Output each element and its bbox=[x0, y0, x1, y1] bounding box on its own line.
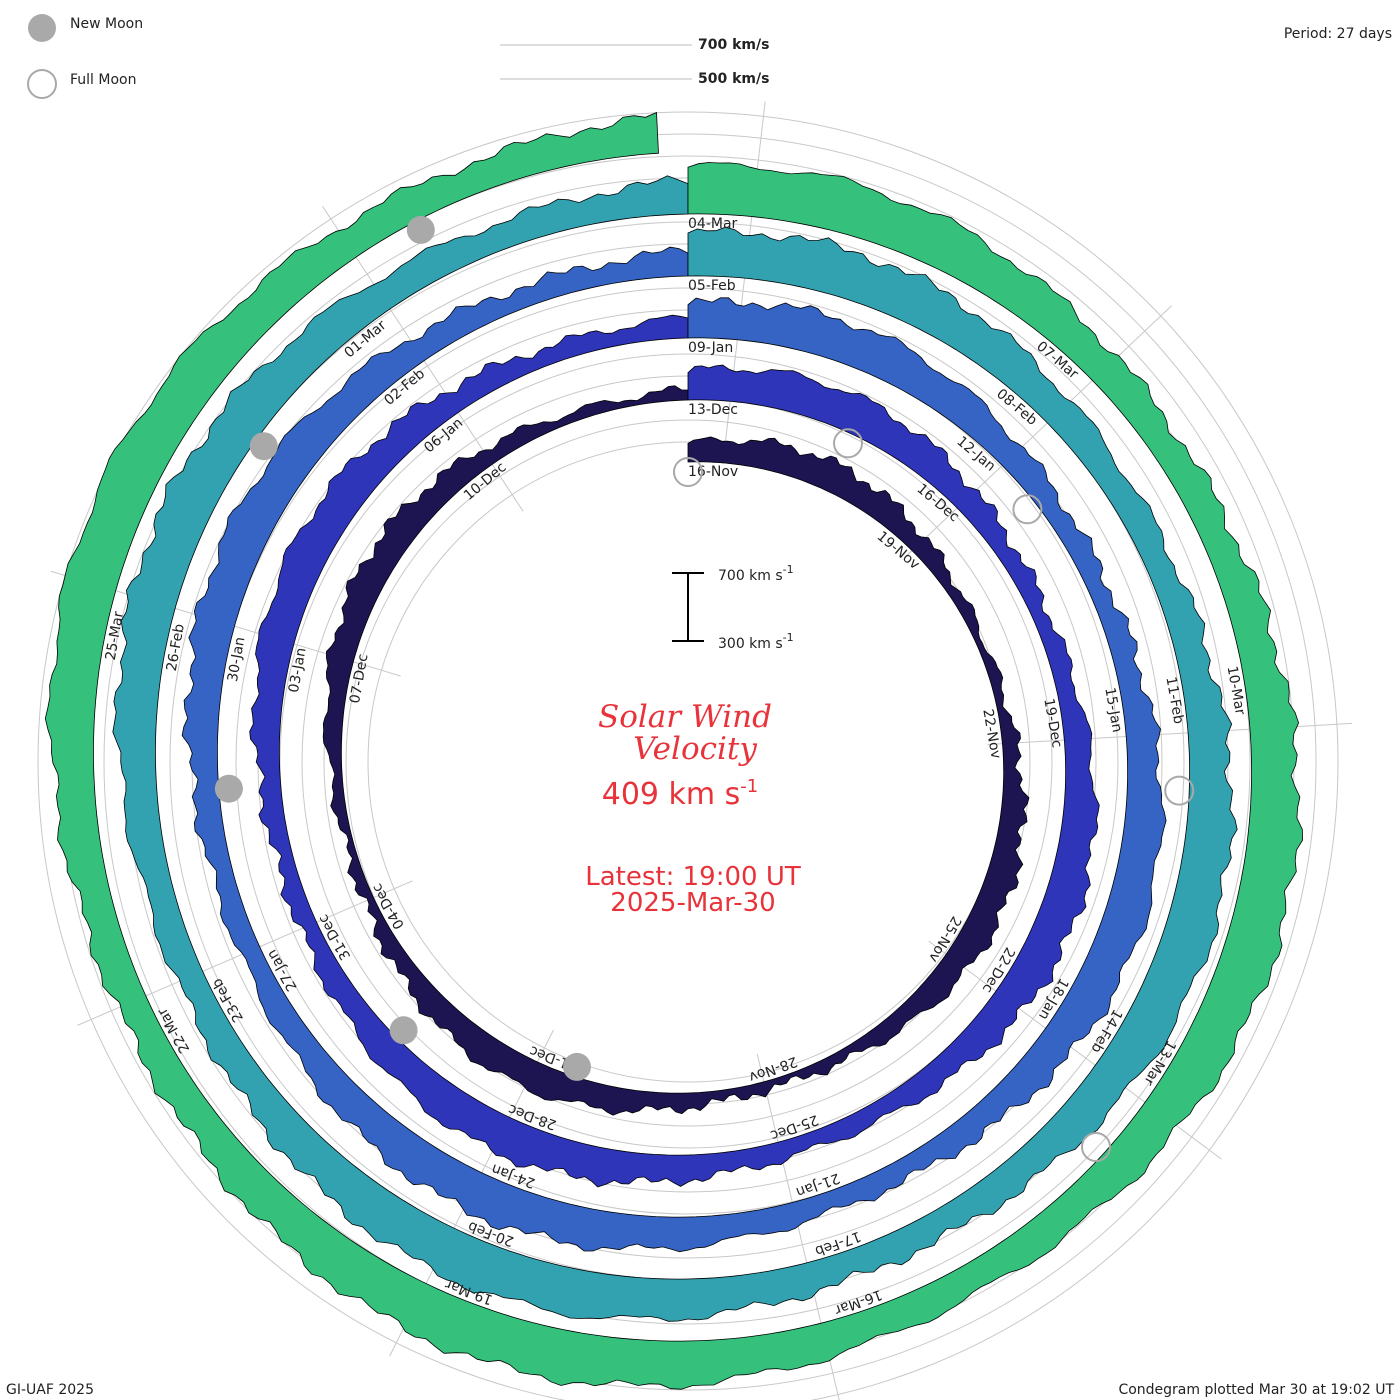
date-label: 04-Mar bbox=[688, 216, 738, 232]
date-label: 30-Jan bbox=[225, 636, 249, 683]
full-moon-legend-label: Full Moon bbox=[70, 72, 136, 88]
date-label: 09-Jan bbox=[688, 340, 733, 356]
grid-spoke bbox=[722, 101, 766, 465]
latest-date: 2025-Mar-30 bbox=[610, 888, 775, 918]
new-moon-legend-icon bbox=[28, 14, 56, 42]
date-label: 15-Jan bbox=[1101, 686, 1125, 733]
period-label: Period: 27 days bbox=[1284, 26, 1392, 42]
scale-bottom-label: 300 km s bbox=[718, 636, 783, 652]
footer-plot-time: Condegram plotted Mar 30 at 19:02 UT bbox=[1118, 1382, 1394, 1398]
full-moon-marker bbox=[1012, 494, 1043, 525]
grid-circle bbox=[37, 111, 1339, 1400]
full-moon-marker bbox=[673, 457, 703, 487]
scale-bar: 700 km s-1 300 km s-1 bbox=[672, 563, 794, 652]
new-moon-marker bbox=[214, 774, 243, 803]
ref-label-500: 500 km/s bbox=[698, 71, 769, 87]
current-velocity: 409 km s bbox=[602, 777, 741, 812]
svg-text:300 km s-1: 300 km s-1 bbox=[718, 631, 794, 652]
moon-markers bbox=[214, 215, 1195, 1162]
full-moon-marker bbox=[833, 428, 863, 459]
ref-label-700: 700 km/s bbox=[698, 37, 769, 53]
chart-title-line1: Solar Wind bbox=[598, 699, 772, 735]
new-moon-marker bbox=[249, 432, 278, 461]
full-moon-marker bbox=[1164, 775, 1195, 806]
date-label: 05-Feb bbox=[688, 278, 736, 294]
svg-text:700 km s-1: 700 km s-1 bbox=[718, 563, 794, 584]
date-label: 13-Dec bbox=[688, 402, 738, 418]
full-moon-legend-icon bbox=[27, 69, 57, 99]
scale-bottom-exp: -1 bbox=[783, 631, 794, 644]
velocity-band-5 bbox=[44, 111, 1304, 1390]
velocity-bands bbox=[44, 111, 1304, 1390]
full-moon-marker bbox=[1081, 1132, 1111, 1162]
date-label: 03-Jan bbox=[286, 647, 310, 694]
current-velocity-exp: -1 bbox=[740, 776, 758, 797]
svg-text:409 km s-1: 409 km s-1 bbox=[602, 776, 759, 812]
latest-time: Latest: 19:00 UT bbox=[585, 862, 801, 892]
chart-title-line2: Velocity bbox=[633, 731, 757, 767]
new-moon-marker bbox=[406, 215, 435, 244]
new-moon-marker bbox=[389, 1016, 418, 1045]
footer-credit: GI-UAF 2025 bbox=[6, 1382, 94, 1398]
grid-spoke bbox=[905, 305, 1173, 557]
new-moon-marker bbox=[563, 1052, 591, 1081]
scale-top-exp: -1 bbox=[783, 563, 794, 576]
scale-top-label: 700 km s bbox=[718, 568, 783, 584]
date-label: 16-Nov bbox=[688, 464, 738, 480]
new-moon-legend-label: New Moon bbox=[70, 16, 143, 32]
